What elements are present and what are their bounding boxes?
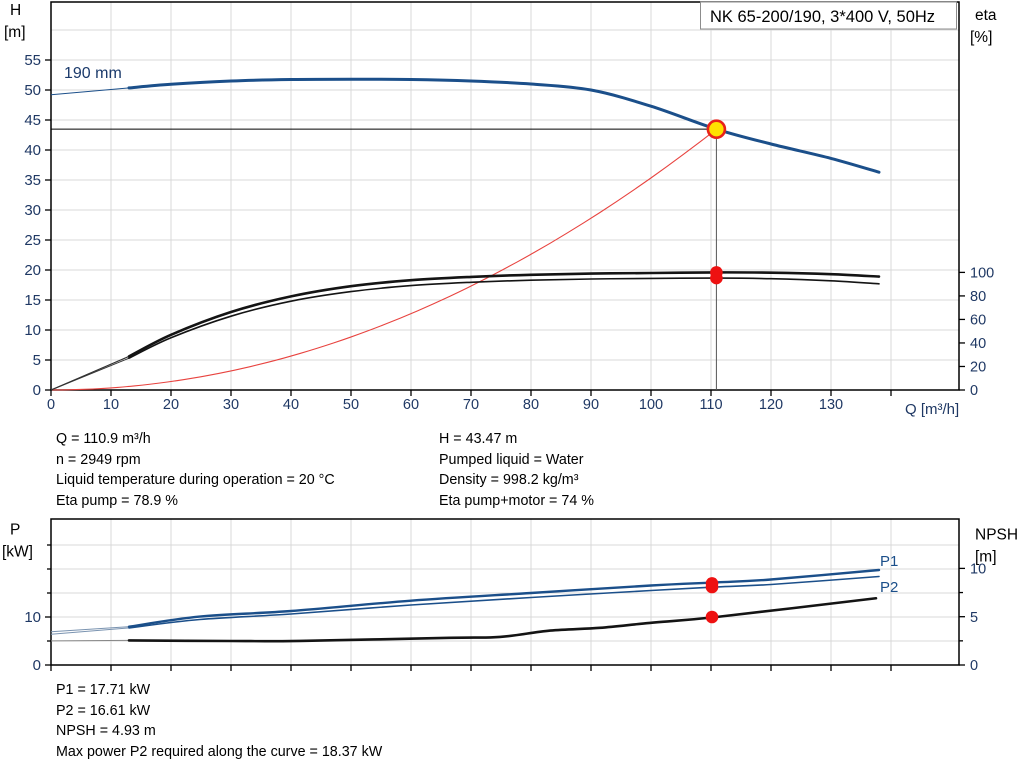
svg-text:P: P bbox=[10, 522, 20, 539]
svg-text:5: 5 bbox=[970, 610, 978, 626]
svg-text:[kW]: [kW] bbox=[2, 544, 33, 561]
svg-text:10: 10 bbox=[24, 609, 41, 626]
svg-text:P1: P1 bbox=[880, 553, 898, 570]
svg-text:0: 0 bbox=[33, 657, 41, 674]
svg-text:[m]: [m] bbox=[975, 549, 997, 566]
svg-text:0: 0 bbox=[970, 658, 978, 674]
svg-text:P2: P2 bbox=[880, 579, 898, 596]
svg-text:NPSH: NPSH bbox=[975, 527, 1018, 544]
